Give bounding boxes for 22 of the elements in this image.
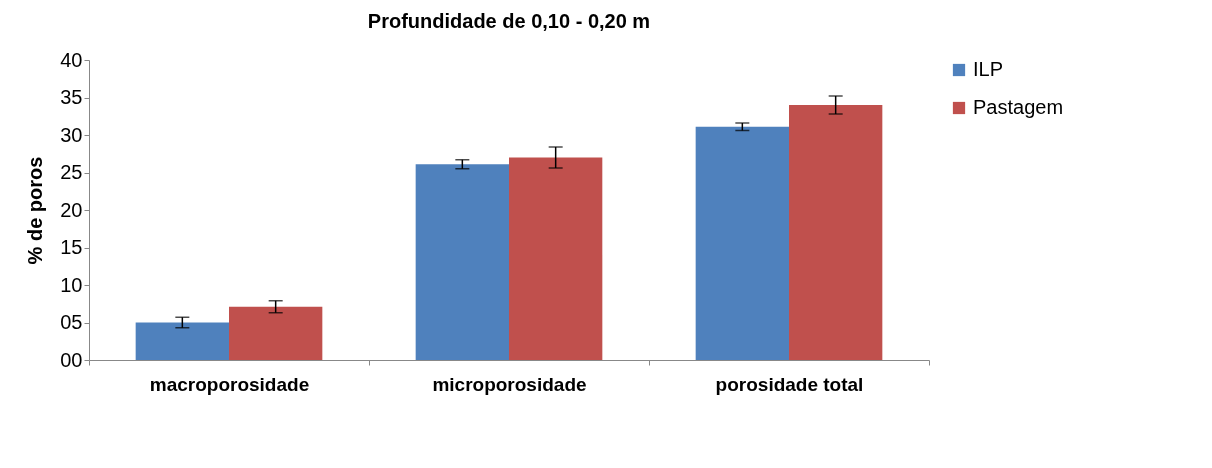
- legend-label: Pastagem: [973, 96, 1064, 118]
- bar: [695, 126, 789, 360]
- y-tick-label: 05: [60, 311, 83, 333]
- y-tick-label: 25: [60, 161, 83, 183]
- y-tick-label: 40: [60, 48, 83, 71]
- y-tick-label: 30: [60, 123, 83, 146]
- bar: [789, 105, 883, 360]
- bar: [415, 164, 509, 360]
- bar: [229, 306, 323, 360]
- y-tick-label: 00: [60, 348, 83, 371]
- y-tick-label: 10: [60, 273, 83, 296]
- x-tick-label: porosidade total: [715, 373, 864, 395]
- y-axis-title: % de poros: [24, 156, 47, 265]
- y-tick-label: 35: [60, 86, 83, 108]
- x-tick-label: microporosidade: [432, 373, 587, 395]
- x-tick-label: macroporosidade: [149, 373, 310, 395]
- bar: [135, 322, 229, 360]
- y-tick-label: 15: [60, 236, 83, 258]
- bar: [509, 157, 603, 360]
- chart-title: Profundidade de 0,10 - 0,20 m: [367, 10, 651, 32]
- legend-label: ILP: [973, 58, 1004, 80]
- y-tick-label: 20: [60, 198, 83, 221]
